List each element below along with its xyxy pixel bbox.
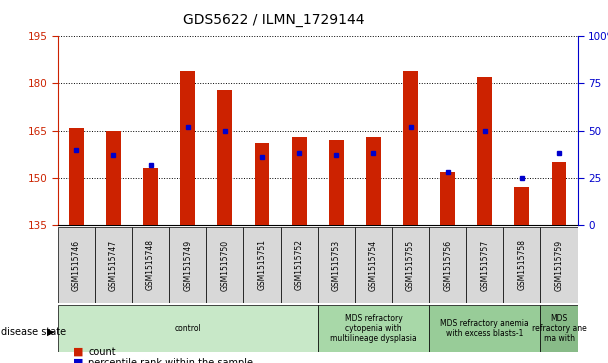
Text: GSM1515755: GSM1515755: [406, 240, 415, 290]
Bar: [429, 227, 466, 303]
Text: control: control: [174, 324, 201, 333]
Bar: [366, 137, 381, 225]
Text: GSM1515759: GSM1515759: [554, 240, 564, 290]
Bar: [218, 90, 232, 225]
Bar: [329, 140, 344, 225]
Bar: [440, 172, 455, 225]
Bar: [477, 77, 492, 225]
Text: GSM1515746: GSM1515746: [72, 240, 81, 290]
Bar: [429, 305, 541, 352]
Bar: [132, 227, 169, 303]
Text: percentile rank within the sample: percentile rank within the sample: [88, 358, 253, 363]
Text: ■: ■: [73, 358, 83, 363]
Bar: [58, 305, 317, 352]
Bar: [280, 227, 317, 303]
Bar: [106, 131, 121, 225]
Bar: [292, 137, 306, 225]
Text: count: count: [88, 347, 116, 357]
Bar: [317, 305, 429, 352]
Text: GDS5622 / ILMN_1729144: GDS5622 / ILMN_1729144: [183, 13, 364, 27]
Bar: [403, 71, 418, 225]
Text: GSM1515751: GSM1515751: [257, 240, 266, 290]
Bar: [95, 227, 132, 303]
Bar: [143, 168, 158, 225]
Bar: [541, 305, 578, 352]
Text: GSM1515748: GSM1515748: [146, 240, 155, 290]
Bar: [181, 71, 195, 225]
Bar: [551, 162, 567, 225]
Bar: [243, 227, 280, 303]
Text: GSM1515747: GSM1515747: [109, 240, 118, 290]
Bar: [317, 227, 355, 303]
Text: GSM1515753: GSM1515753: [332, 240, 340, 290]
Bar: [466, 227, 503, 303]
Text: GSM1515754: GSM1515754: [369, 240, 378, 290]
Text: GSM1515749: GSM1515749: [183, 240, 192, 290]
Bar: [355, 227, 392, 303]
Text: disease state: disease state: [1, 327, 66, 337]
Text: MDS refractory
cytopenia with
multilineage dysplasia: MDS refractory cytopenia with multilinea…: [330, 314, 416, 343]
Bar: [503, 227, 541, 303]
Text: MDS
refractory ane
ma with: MDS refractory ane ma with: [531, 314, 586, 343]
Bar: [392, 227, 429, 303]
Bar: [541, 227, 578, 303]
Text: GSM1515756: GSM1515756: [443, 240, 452, 290]
Text: GSM1515750: GSM1515750: [220, 240, 229, 290]
Bar: [206, 227, 243, 303]
Text: GSM1515752: GSM1515752: [295, 240, 303, 290]
Bar: [514, 187, 530, 225]
Text: GSM1515758: GSM1515758: [517, 240, 527, 290]
Text: GSM1515757: GSM1515757: [480, 240, 489, 290]
Bar: [169, 227, 206, 303]
Bar: [255, 143, 269, 225]
Bar: [58, 227, 95, 303]
Text: ■: ■: [73, 347, 83, 357]
Bar: [69, 127, 84, 225]
Text: ▶: ▶: [47, 327, 54, 337]
Text: MDS refractory anemia
with excess blasts-1: MDS refractory anemia with excess blasts…: [440, 319, 529, 338]
